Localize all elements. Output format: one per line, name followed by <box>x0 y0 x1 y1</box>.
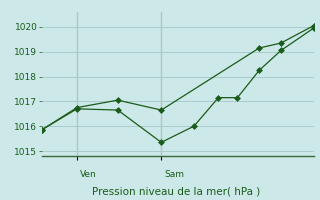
Text: Pression niveau de la mer( hPa ): Pression niveau de la mer( hPa ) <box>92 186 260 196</box>
Text: Sam: Sam <box>164 170 184 179</box>
Text: Ven: Ven <box>80 170 96 179</box>
